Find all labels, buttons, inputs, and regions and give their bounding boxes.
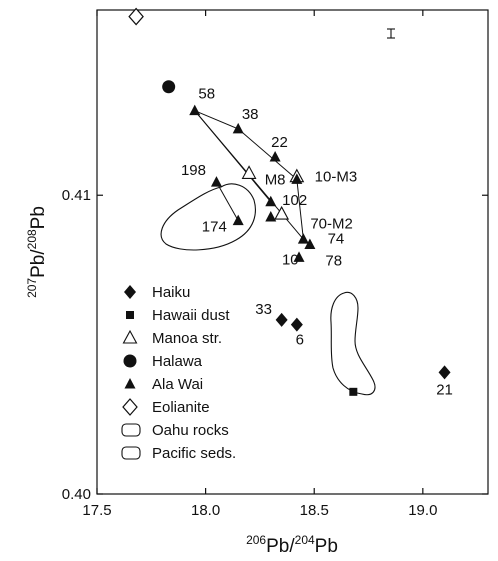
alawai-point bbox=[233, 215, 244, 226]
legend-halawa-label: Halawa bbox=[152, 353, 203, 370]
alawai-point bbox=[189, 105, 200, 116]
legend-dust-label: Hawaii dust bbox=[152, 307, 230, 324]
tie-line bbox=[297, 179, 304, 239]
x-tick-label: 19.0 bbox=[408, 502, 437, 519]
annotation-label: 78 bbox=[325, 252, 342, 269]
legend-manoa-label: Manoa str. bbox=[152, 330, 222, 347]
legend: Haiku Hawaii dust Manoa str. Halawa Ala Wai E… bbox=[122, 284, 236, 462]
legend-pacific-label: Pacific seds. bbox=[152, 445, 236, 462]
legend-halawa-marker bbox=[124, 355, 137, 368]
legend-alawai-label: Ala Wai bbox=[152, 376, 203, 393]
pacific-seds-field bbox=[331, 292, 375, 394]
error-bar bbox=[387, 29, 395, 38]
legend-haiku-marker bbox=[124, 285, 136, 299]
annotation-label: 174 bbox=[202, 219, 227, 236]
x-tick-label: 18.0 bbox=[191, 502, 220, 519]
annotation-label: 10 bbox=[282, 251, 299, 268]
legend-dust-marker bbox=[126, 311, 134, 319]
point-label: 38 bbox=[242, 106, 259, 123]
annotation-label: 22 bbox=[271, 134, 288, 151]
annotation-label: M8 bbox=[265, 171, 286, 188]
legend-eolianite-label: Eolianite bbox=[152, 399, 210, 416]
annotation-label: 74 bbox=[328, 231, 345, 248]
dust-point bbox=[349, 388, 357, 396]
legend-manoa-marker bbox=[124, 331, 137, 343]
haiku-point bbox=[276, 313, 288, 327]
haiku-point bbox=[439, 365, 451, 379]
point-label: 58 bbox=[198, 86, 215, 103]
alawai-point bbox=[265, 211, 276, 222]
haiku-point bbox=[291, 318, 303, 332]
eolianite-point bbox=[129, 9, 143, 25]
point-label: 198 bbox=[181, 162, 206, 179]
legend-haiku-label: Haiku bbox=[152, 284, 190, 301]
legend-oahu-swatch bbox=[122, 424, 140, 436]
halawa-point bbox=[162, 80, 175, 93]
y-tick-label: 0.41 bbox=[62, 187, 91, 204]
alawai-point bbox=[233, 123, 244, 134]
tie-line bbox=[195, 111, 238, 129]
point-label: 33 bbox=[255, 301, 272, 318]
alawai-point bbox=[211, 176, 222, 187]
x-axis: 17.5 18.0 18.5 19.0 bbox=[82, 10, 437, 519]
legend-alawai-marker bbox=[125, 378, 136, 389]
y-tick-label: 0.40 bbox=[62, 486, 91, 503]
point-label: 6 bbox=[296, 332, 304, 349]
x-tick-label: 18.5 bbox=[300, 502, 329, 519]
legend-oahu-label: Oahu rocks bbox=[152, 422, 229, 439]
manoa-point bbox=[243, 166, 256, 178]
oahu-rocks-field bbox=[161, 184, 255, 250]
alawai-point bbox=[270, 151, 281, 162]
y-axis-title: 207Pb/208Pb bbox=[25, 206, 49, 298]
y-axis: 0.41 0.40 bbox=[62, 187, 488, 503]
annotation-label: 10-M3 bbox=[315, 169, 358, 186]
x-axis-title: 206Pb/204Pb bbox=[246, 533, 338, 557]
legend-eolianite-marker bbox=[123, 399, 137, 415]
x-tick-label: 17.5 bbox=[82, 502, 111, 519]
legend-pacific-swatch bbox=[122, 447, 140, 459]
annotation-label: 102 bbox=[282, 192, 307, 209]
point-label: 21 bbox=[436, 381, 453, 398]
